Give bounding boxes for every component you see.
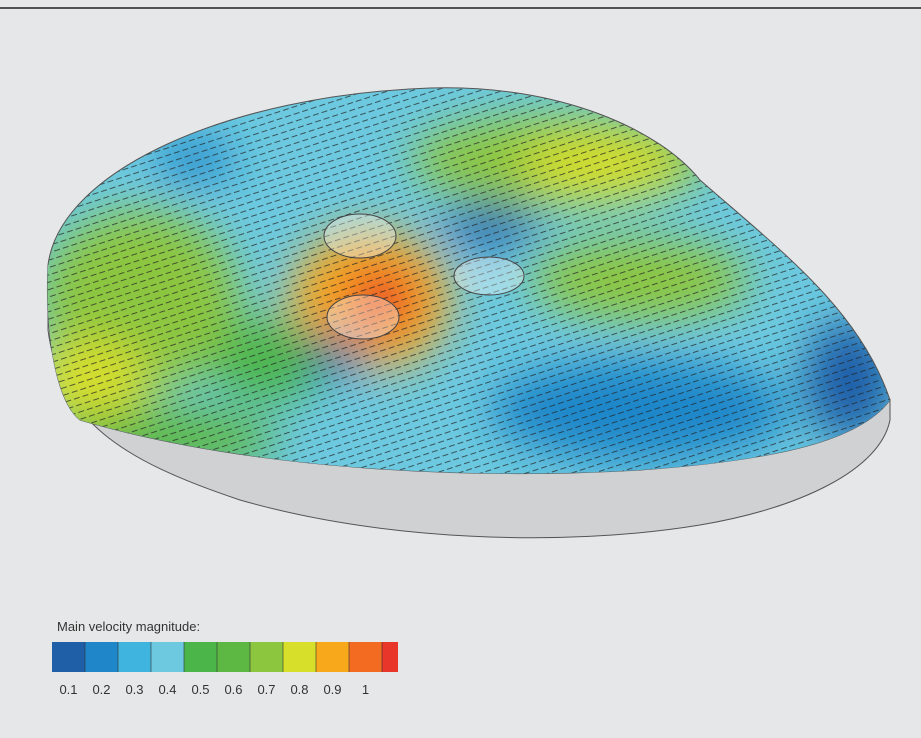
scale-label: 0.9 [323, 682, 341, 697]
color-swatch [184, 642, 217, 672]
legend-title: Main velocity magnitude: [57, 619, 200, 634]
scale-label: 0.2 [92, 682, 110, 697]
scale-label: 0.7 [257, 682, 275, 697]
scale-label: 0.6 [224, 682, 242, 697]
scale-label: 0.3 [125, 682, 143, 697]
color-swatch [217, 642, 250, 672]
color-swatch [283, 642, 316, 672]
scale-label: 0.4 [158, 682, 176, 697]
scale-label: 0.8 [290, 682, 308, 697]
vessel-rim [47, 87, 891, 401]
scale-label: 0.1 [59, 682, 77, 697]
scale-label: 0.5 [191, 682, 209, 697]
color-swatch [85, 642, 118, 672]
velocity-field [47, 87, 890, 474]
color-scale: 0.1 0.2 0.3 0.4 0.5 0.6 0.7 0.8 0.9 1 [52, 642, 398, 697]
color-swatch [349, 642, 382, 672]
inlets [323, 213, 525, 340]
color-swatch [250, 642, 283, 672]
color-swatch [151, 642, 184, 672]
color-swatch [52, 642, 85, 672]
color-swatch [118, 642, 151, 672]
scale-label: 1 [362, 682, 369, 697]
color-swatch [382, 642, 398, 672]
color-swatch [316, 642, 349, 672]
